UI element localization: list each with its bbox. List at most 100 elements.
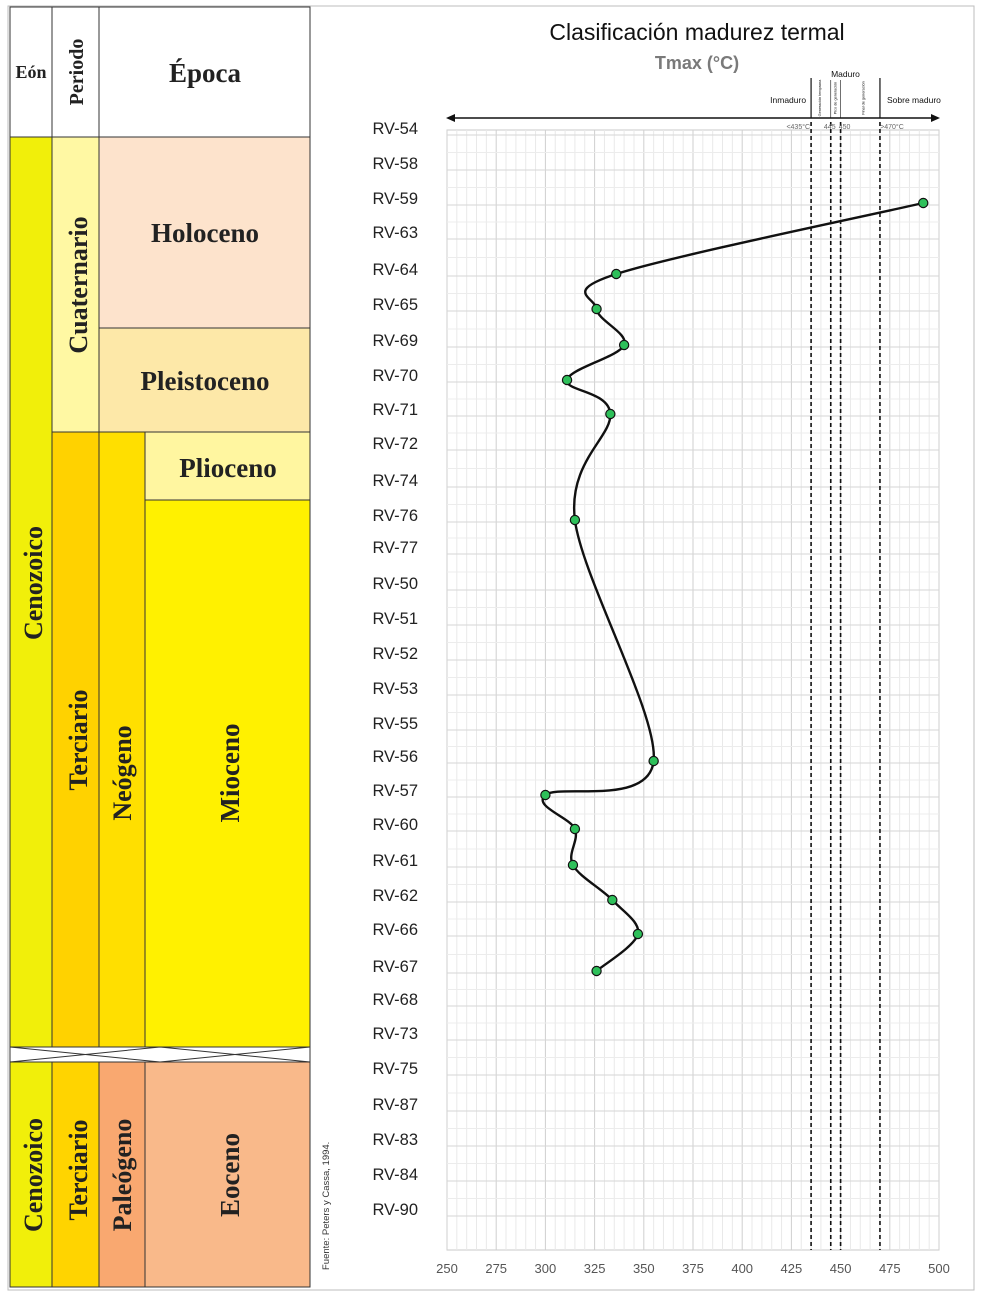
x-axis: 250 275 300 325 350 375 400 425 450 475 500 — [436, 1261, 950, 1276]
data-point — [591, 303, 602, 315]
y-tick-label: RV-57 — [372, 782, 418, 800]
y-tick-label: RV-75 — [372, 1060, 418, 1078]
y-tick-label: RV-66 — [372, 921, 418, 939]
label-cenozoico-upper: Cenozoico — [19, 526, 48, 640]
epoch-eoceno — [144, 1061, 311, 1288]
stratigraphic-column: Eón Periodo Época Cenozoico Cuaternario … — [9, 6, 311, 1288]
data-point — [632, 928, 644, 940]
tmax-series-line — [541, 201, 924, 972]
y-tick-label: RV-53 — [372, 680, 418, 698]
y-tick-label: RV-84 — [372, 1166, 418, 1184]
x-tick-label: 375 — [682, 1261, 704, 1276]
source-note: Fuente: Peters y Cassa, 1994. — [321, 1142, 332, 1270]
figure-border — [7, 5, 975, 1291]
data-point — [605, 408, 616, 420]
data-point — [591, 965, 602, 977]
y-tick-label: RV-72 — [372, 435, 418, 453]
y-tick-label: RV-52 — [372, 645, 418, 663]
data-point — [918, 197, 929, 209]
y-tick-label: RV-59 — [372, 190, 418, 208]
data-point — [618, 339, 630, 351]
y-tick-label: RV-50 — [372, 575, 418, 593]
eon-cenozoico-upper — [9, 136, 53, 1048]
period-terciario-upper — [51, 431, 100, 1048]
data-point — [561, 374, 573, 386]
y-tick-label: RV-65 — [372, 296, 418, 314]
data-point — [648, 755, 659, 767]
label-holoceno: Holoceno — [151, 218, 259, 248]
y-tick-label: RV-70 — [372, 367, 418, 385]
zone-sublabel: Final de generación — [861, 81, 865, 114]
data-point — [611, 268, 622, 280]
y-tick-label: RV-87 — [372, 1096, 418, 1114]
zone-sublabel: Pico de generación — [834, 82, 838, 115]
label-cenozoico-lower: Cenozoico — [19, 1118, 48, 1232]
y-tick-label: RV-83 — [372, 1131, 418, 1149]
chart-title: Clasificación madurez termal — [549, 19, 844, 45]
y-tick-label: RV-71 — [372, 401, 418, 419]
y-tick-label: RV-63 — [372, 224, 418, 242]
y-tick-label: RV-58 — [372, 155, 418, 173]
data-point — [569, 514, 581, 526]
y-tick-label: RV-73 — [372, 1025, 418, 1043]
y-tick-label: RV-54 — [372, 120, 418, 138]
x-tick-label: 450 — [830, 1261, 852, 1276]
x-tick-label: 475 — [879, 1261, 901, 1276]
threshold-label: >470°C — [880, 123, 904, 131]
threshold-label: 445 — [824, 124, 836, 131]
y-tick-label: RV-76 — [372, 507, 418, 525]
chart-xlabel: Tmax (°C) — [655, 53, 739, 73]
epoch-pleistoceno — [98, 327, 311, 433]
label-pleistoceno: Pleistoceno — [141, 366, 270, 396]
header-eon: Eón — [15, 62, 46, 82]
label-eoceno: Eoceno — [215, 1133, 245, 1217]
column-break — [9, 1046, 311, 1063]
zone-sobre-maduro: Sobre maduro — [887, 95, 941, 105]
zone-labels: Inmaduro Maduro Sobre maduro Generación tem… — [770, 69, 941, 131]
y-tick-label: RV-62 — [372, 887, 418, 905]
y-tick-label: RV-60 — [372, 816, 418, 834]
header-epoch: Época — [169, 58, 242, 88]
zone-sublabel: Generación temprana — [818, 79, 822, 117]
x-tick-label: 275 — [485, 1261, 507, 1276]
y-tick-label: RV-90 — [372, 1201, 418, 1219]
y-tick-label: RV-56 — [372, 748, 418, 766]
x-tick-label: 500 — [928, 1261, 950, 1276]
x-tick-label: 400 — [731, 1261, 753, 1276]
label-paleogeno: Paleógeno — [108, 1119, 137, 1232]
threshold-label: 450 — [839, 124, 851, 131]
y-tick-label: RV-77 — [372, 539, 418, 557]
label-terciario-lower: Terciario — [64, 1119, 93, 1220]
header-period: Periodo — [66, 39, 88, 106]
y-tick-label: RV-74 — [372, 472, 418, 490]
tmax-series-points — [540, 197, 929, 977]
maturity-lines — [810, 78, 881, 1250]
y-tick-label: RV-67 — [372, 958, 418, 976]
y-tick-label: RV-69 — [372, 332, 418, 350]
y-tick-label: RV-51 — [372, 610, 418, 628]
subperiod-neogeno — [98, 431, 146, 1048]
data-point — [569, 823, 581, 835]
x-tick-label: 425 — [781, 1261, 803, 1276]
y-tick-label: RV-55 — [372, 715, 418, 733]
label-neogeno: Neógeno — [108, 725, 137, 820]
y-axis: RV-54 RV-58 RV-59 RV-63 RV-64 RV-65 RV-69 RV-70… — [372, 120, 418, 1219]
y-tick-label: RV-64 — [372, 261, 418, 279]
label-cuaternario: Cuaternario — [64, 216, 93, 353]
data-point — [607, 894, 618, 906]
label-plioceno: Plioceno — [179, 453, 276, 483]
tmax-chart: Clasificación madurez termal Tmax (°C) I… — [372, 19, 949, 1276]
y-tick-label: RV-61 — [372, 852, 418, 870]
label-mioceno: Mioceno — [215, 724, 245, 823]
x-tick-label: 300 — [535, 1261, 557, 1276]
subperiod-paleogeno — [98, 1061, 146, 1288]
zone-inmaduro: Inmaduro — [770, 95, 806, 105]
data-point — [567, 859, 579, 871]
strat-header — [9, 6, 311, 138]
data-point — [540, 789, 551, 801]
zone-maduro: Maduro — [831, 69, 860, 79]
label-terciario-upper: Terciario — [64, 689, 93, 790]
grid — [446, 130, 940, 1250]
x-tick-label: 325 — [584, 1261, 606, 1276]
